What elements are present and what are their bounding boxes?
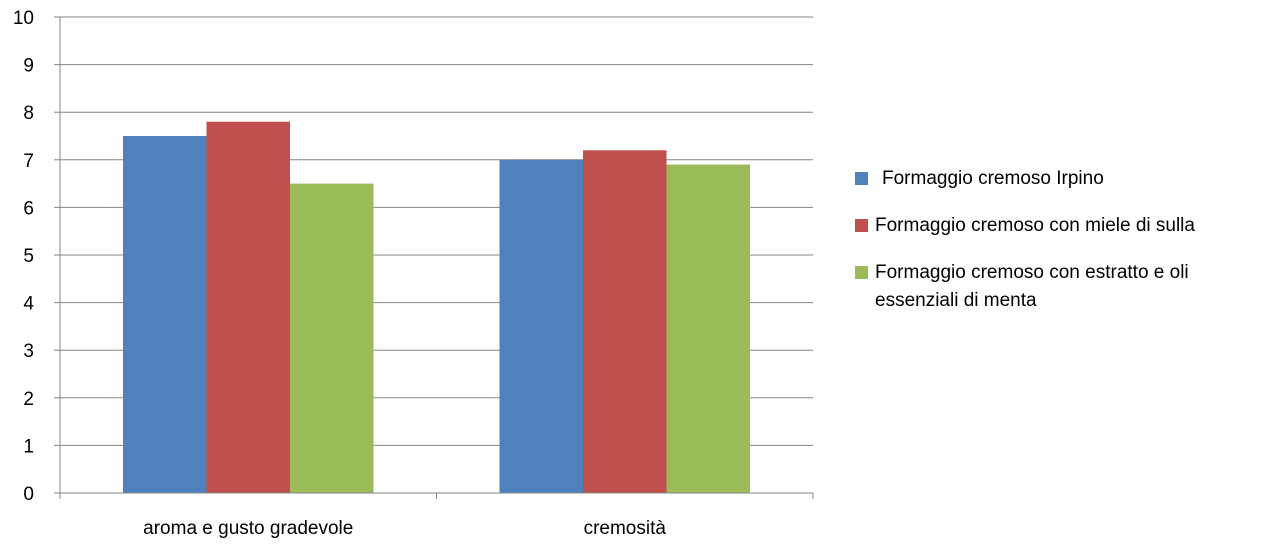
bar-series-1-category-1 <box>123 136 207 493</box>
x-tick-label: cremosità <box>584 518 667 539</box>
legend-label-series-2: Formaggio cremoso con miele di sulla <box>875 215 1195 236</box>
y-tick-label: 8 <box>23 103 34 124</box>
y-tick-label: 0 <box>23 484 34 505</box>
y-tick-label: 4 <box>23 294 34 315</box>
y-tick-label: 10 <box>13 8 34 29</box>
legend-label-series-1: Formaggio cremoso Irpino <box>882 168 1104 189</box>
x-tick-label: aroma e gusto gradevole <box>143 518 353 539</box>
y-tick-label: 2 <box>23 389 34 410</box>
y-tick-label: 7 <box>23 151 34 172</box>
y-tick-label: 1 <box>23 436 34 457</box>
bar-series-3-category-2 <box>666 164 750 493</box>
legend: Formaggio cremoso Irpino Formaggio cremo… <box>855 165 1255 334</box>
legend-label-series-3: Formaggio cremoso con estratto e oli ess… <box>875 262 1189 311</box>
y-tick-label: 3 <box>23 341 34 362</box>
bar-series-1-category-2 <box>499 159 583 494</box>
y-tick-label: 9 <box>23 56 34 77</box>
bar-series-3-category-1 <box>290 183 374 493</box>
legend-swatch-series-2 <box>855 219 868 232</box>
bar-series-2-category-1 <box>206 121 290 493</box>
legend-swatch-series-3 <box>855 266 868 279</box>
legend-swatch-series-1 <box>855 172 868 185</box>
y-tick-label: 6 <box>23 198 34 219</box>
legend-item-series-1: Formaggio cremoso Irpino <box>855 165 1255 193</box>
legend-item-series-3: Formaggio cremoso con estratto e oli ess… <box>855 259 1255 315</box>
bar-series-2-category-2 <box>583 150 667 493</box>
y-tick-label: 5 <box>23 246 34 267</box>
legend-item-series-2: Formaggio cremoso con miele di sulla <box>855 212 1255 240</box>
